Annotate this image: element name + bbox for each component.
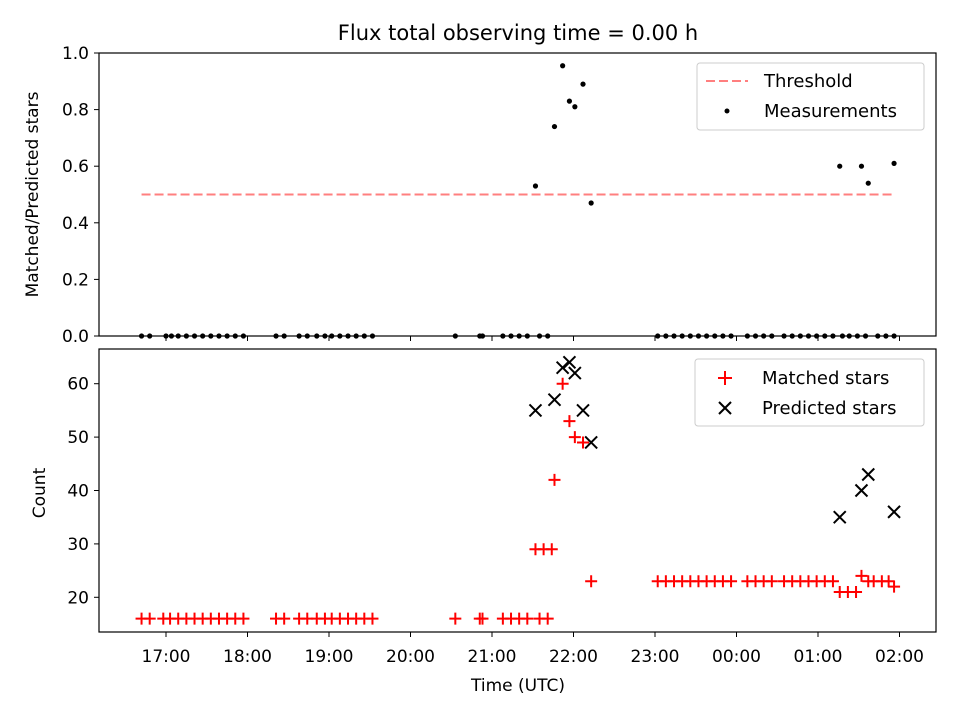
top-y-tick-label: 0.6 — [62, 157, 89, 177]
x-tick-label: 20:00 — [386, 647, 435, 667]
matched-legend-label: Matched stars — [762, 368, 889, 389]
matched-star-point — [568, 431, 581, 444]
matched-star-point — [882, 575, 895, 588]
matched-star-point — [143, 612, 156, 625]
matched-star-point — [850, 585, 863, 598]
predicted-star-point — [562, 355, 577, 370]
matched-star-point — [366, 612, 379, 625]
threshold-legend-label: Threshold — [763, 71, 853, 92]
matched-star-point — [577, 436, 590, 449]
matched-star-point — [476, 612, 489, 625]
matched-star-point — [888, 580, 901, 593]
measurement-point — [865, 180, 871, 186]
bottom-x-axis-ticks: 17:00 18:00 19:00 20:00 21:00 22:00 23:00 00:00… — [142, 632, 924, 667]
top-panel: 0.0 0.2 0.4 0.6 0.8 1.0 Matched/Predicted sta… — [23, 44, 937, 347]
predicted-star-point — [833, 510, 847, 524]
predicted-star-point — [584, 435, 598, 450]
top-legend: Threshold Measurements — [696, 62, 925, 131]
measurement-point — [891, 160, 897, 166]
bottom-y-tick-label: 20 — [67, 588, 89, 608]
measurements-legend-label: Measurements — [764, 101, 897, 122]
matched-star-point — [541, 612, 554, 625]
bottom-axes-frame — [98, 348, 937, 633]
bottom-panel: 20 30 40 50 60 17:00 18:00 19:00 20:00 21:00 22:0… — [30, 348, 937, 696]
matched-star-point — [585, 575, 598, 588]
bottom-y-axis-label: Count — [30, 467, 50, 518]
x-tick-label: 19:00 — [305, 647, 354, 667]
matched-star-point — [855, 569, 868, 582]
matched-star-point — [278, 612, 291, 625]
measurement-point — [566, 98, 573, 104]
measurements-legend-marker — [724, 108, 730, 114]
bottom-y-tick-label: 40 — [67, 482, 89, 502]
predicted-legend-label: Predicted stars — [762, 398, 896, 419]
matched-star-point — [521, 612, 534, 625]
x-tick-label: 00:00 — [712, 647, 761, 667]
measurement-point — [580, 81, 586, 87]
top-y-axis-label: Matched/Predicted stars — [23, 91, 43, 297]
top-y-tick-label: 0.2 — [62, 270, 89, 290]
matched-star-point — [563, 415, 576, 428]
measurement-point — [560, 63, 566, 69]
top-x-axis-ticks — [165, 336, 900, 341]
x-tick-label: 01:00 — [794, 647, 843, 667]
predicted-star-point — [576, 403, 590, 418]
measurement-point — [532, 183, 539, 189]
top-y-tick-label: 1.0 — [62, 44, 89, 64]
predicted-star-point — [547, 393, 562, 407]
measurement-point — [551, 123, 558, 130]
x-tick-label: 21:00 — [468, 647, 517, 667]
matched-legend-marker — [718, 371, 732, 385]
bottom-legend: Matched stars Predicted stars — [694, 358, 925, 427]
measurement-point — [572, 104, 578, 110]
measurement-point — [837, 163, 843, 169]
x-tick-label: 18:00 — [223, 647, 272, 667]
bottom-y-tick-label: 50 — [67, 428, 89, 448]
predicted-star-point — [568, 366, 582, 380]
matched-star-point — [765, 575, 778, 588]
top-y-tick-label: 0.8 — [62, 101, 89, 121]
bottom-plot-area — [135, 355, 901, 625]
predicted-star-point — [555, 360, 570, 375]
bottom-y-tick-label: 30 — [67, 535, 89, 555]
measurement-point — [858, 163, 865, 169]
bottom-y-tick-label: 60 — [67, 375, 89, 395]
matched-star-point — [545, 543, 558, 556]
x-tick-label: 17:00 — [142, 647, 191, 667]
x-tick-label: 23:00 — [631, 647, 680, 667]
top-y-tick-label: 0.4 — [62, 214, 89, 234]
matched-star-point — [548, 473, 561, 486]
predicted-star-point — [861, 467, 875, 482]
bottom-legend-box — [694, 358, 925, 427]
chart-title: Flux total observing time = 0.00 h — [338, 21, 698, 45]
top-axes-frame — [98, 52, 937, 337]
bottom-y-axis-ticks: 20 30 40 50 60 — [67, 375, 99, 608]
x-tick-label: 02:00 — [875, 647, 924, 667]
matched-star-point — [826, 575, 839, 588]
top-y-tick-label: 0.0 — [62, 327, 89, 347]
x-tick-label: 22:00 — [549, 647, 598, 667]
matched-star-point — [725, 575, 738, 588]
measurement-point — [588, 200, 594, 206]
matched-star-point — [556, 377, 569, 390]
predicted-star-point — [528, 403, 543, 418]
top-legend-box — [696, 62, 925, 131]
predicted-star-point — [854, 483, 869, 498]
top-y-axis-ticks: 0.0 0.2 0.4 0.6 0.8 1.0 — [62, 44, 99, 347]
bottom-x-axis-label: Time (UTC) — [470, 676, 565, 696]
matched-star-point — [449, 612, 462, 625]
predicted-star-point — [887, 505, 901, 519]
predicted-legend-marker — [718, 401, 732, 415]
matched-star-point — [237, 612, 250, 625]
